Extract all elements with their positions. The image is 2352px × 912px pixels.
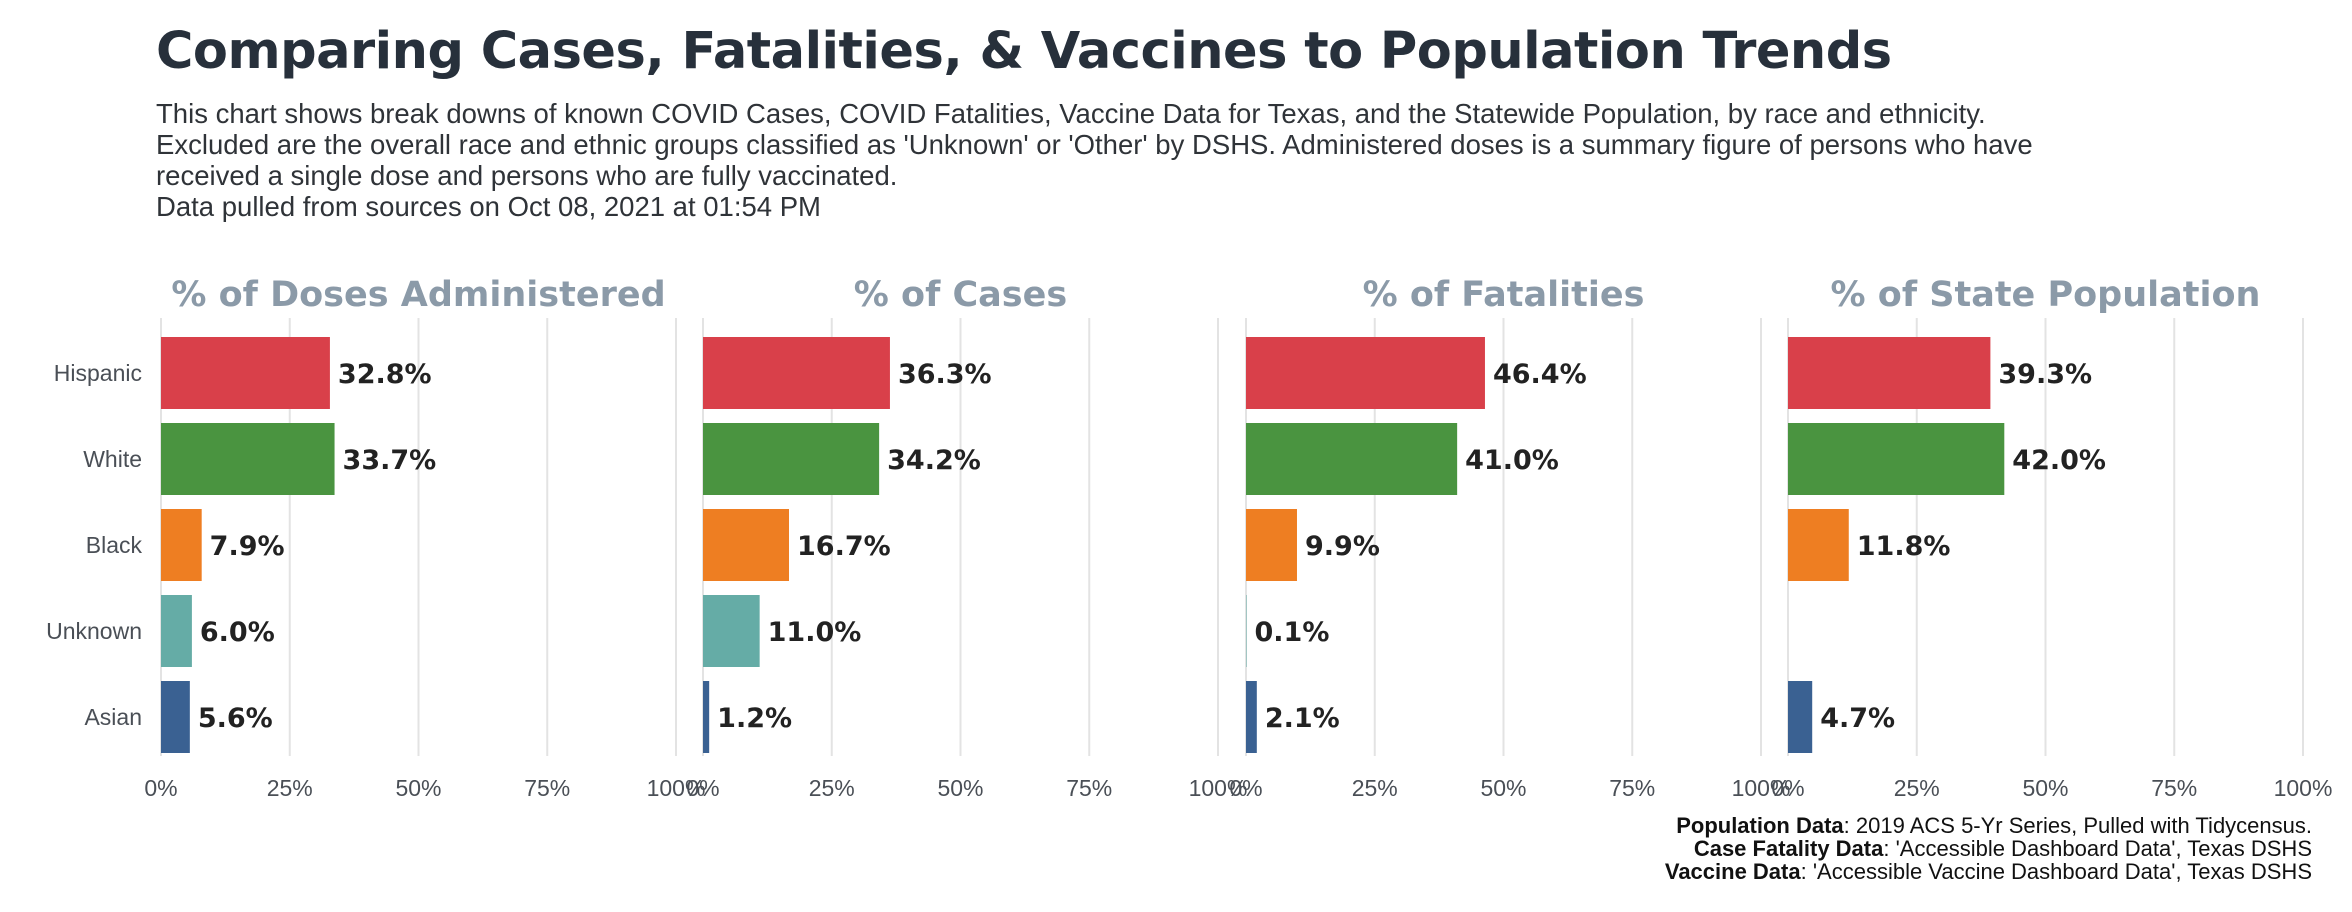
- bar-white: [703, 423, 880, 495]
- bar-hispanic: [161, 337, 330, 409]
- caption-text: : 2019 ACS 5-Yr Series, Pulled with Tidy…: [1843, 813, 2312, 838]
- panel-title: % of Cases: [854, 275, 1067, 315]
- data-label: 0.1%: [1255, 617, 1330, 648]
- x-tick-label: 25%: [267, 775, 313, 801]
- data-label: 4.7%: [1820, 703, 1895, 734]
- subtitle-line: received a single dose and persons who a…: [156, 160, 898, 191]
- data-label: 46.4%: [1493, 359, 1587, 390]
- caption-line: Vaccine Data: 'Accessible Vaccine Dashbo…: [1665, 860, 2312, 883]
- chart-title: Comparing Cases, Fatalities, & Vaccines …: [156, 22, 1892, 81]
- bar-black: [703, 509, 790, 581]
- category-label: Black: [86, 532, 143, 558]
- data-label: 2.1%: [1265, 703, 1340, 734]
- data-label: 32.8%: [338, 359, 432, 390]
- subtitle-line: Data pulled from sources on Oct 08, 2021…: [156, 191, 821, 222]
- x-tick-label: 75%: [1066, 775, 1112, 801]
- x-tick-label: 100%: [1189, 775, 1248, 801]
- data-label: 36.3%: [898, 359, 992, 390]
- bar-hispanic: [1246, 337, 1485, 409]
- caption-label: Vaccine Data: [1664, 859, 1801, 884]
- bar-black: [161, 509, 202, 581]
- x-tick-label: 25%: [809, 775, 855, 801]
- data-label: 16.7%: [797, 531, 891, 562]
- x-tick-label: 50%: [937, 775, 983, 801]
- source-caption: Population Data: 2019 ACS 5-Yr Series, P…: [1665, 814, 2312, 883]
- x-tick-label: 75%: [2151, 775, 2197, 801]
- data-label: 6.0%: [200, 617, 275, 648]
- data-label: 11.8%: [1857, 531, 1951, 562]
- bar-asian: [703, 681, 710, 753]
- data-label: 34.2%: [887, 445, 981, 476]
- caption-text: : 'Accessible Dashboard Data', Texas DSH…: [1883, 836, 2312, 861]
- x-tick-label: 0%: [1771, 775, 1804, 801]
- panel-title: % of Fatalities: [1363, 275, 1645, 315]
- x-tick-label: 50%: [395, 775, 441, 801]
- category-label: White: [83, 446, 142, 472]
- x-tick-label: 50%: [1480, 775, 1526, 801]
- bar-unknown: [1246, 595, 1247, 667]
- subtitle-line: Excluded are the overall race and ethnic…: [156, 129, 2033, 160]
- bar-asian: [161, 681, 190, 753]
- caption-label: Population Data: [1676, 813, 1844, 838]
- bar-hispanic: [1788, 337, 1991, 409]
- caption-text: : 'Accessible Vaccine Dashboard Data', T…: [1800, 859, 2312, 884]
- panel-title: % of Doses Administered: [171, 275, 665, 315]
- chart-subtitle: This chart shows break downs of known CO…: [156, 98, 2306, 222]
- x-tick-label: 100%: [1732, 775, 1791, 801]
- data-label: 9.9%: [1305, 531, 1380, 562]
- x-tick-label: 50%: [2022, 775, 2068, 801]
- bar-black: [1246, 509, 1297, 581]
- bar-white: [161, 423, 335, 495]
- data-label: 11.0%: [768, 617, 862, 648]
- x-tick-label: 25%: [1894, 775, 1940, 801]
- panel-title: % of State Population: [1831, 275, 2261, 315]
- bar-white: [1246, 423, 1458, 495]
- chart-panel: % of Doses Administered 32.8% 33.7% 7.9% 6.0…: [144, 275, 705, 801]
- x-tick-label: 0%: [144, 775, 177, 801]
- x-tick-label: 100%: [647, 775, 706, 801]
- x-tick-label: 25%: [1352, 775, 1398, 801]
- category-label: Unknown: [46, 618, 142, 644]
- bar-unknown: [161, 595, 192, 667]
- data-label: 41.0%: [1465, 445, 1559, 476]
- bar-hispanic: [703, 337, 890, 409]
- data-label: 42.0%: [2012, 445, 2106, 476]
- data-label: 7.9%: [210, 531, 285, 562]
- data-label: 5.6%: [198, 703, 273, 734]
- caption-line: Population Data: 2019 ACS 5-Yr Series, P…: [1665, 814, 2312, 837]
- data-label: 1.2%: [717, 703, 792, 734]
- chart-panel: % of Cases 36.3% 34.2% 16.7% 11.0% 1.2% 0% 25% 5…: [686, 275, 1247, 801]
- bar-white: [1788, 423, 2005, 495]
- bar-asian: [1246, 681, 1257, 753]
- category-label: Asian: [84, 704, 142, 730]
- x-tick-label: 75%: [1609, 775, 1655, 801]
- x-tick-label: 100%: [2274, 775, 2333, 801]
- bar-asian: [1788, 681, 1813, 753]
- bar-black: [1788, 509, 1849, 581]
- data-label: 33.7%: [343, 445, 437, 476]
- chart-panel: % of State Population 39.3% 42.0% 11.8% 4.7%…: [1771, 275, 2332, 801]
- category-label: Hispanic: [54, 360, 142, 386]
- chart-panel: % of Fatalities 46.4% 41.0% 9.9% 0.1% 2.1% 0% 2…: [1229, 275, 1790, 801]
- caption-label: Case Fatality Data: [1693, 836, 1884, 861]
- data-label: 39.3%: [1998, 359, 2092, 390]
- subtitle-line: This chart shows break downs of known CO…: [156, 98, 1986, 129]
- x-tick-label: 0%: [686, 775, 719, 801]
- x-tick-label: 75%: [524, 775, 570, 801]
- caption-line: Case Fatality Data: 'Accessible Dashboar…: [1665, 837, 2312, 860]
- bar-unknown: [703, 595, 760, 667]
- x-tick-label: 0%: [1229, 775, 1262, 801]
